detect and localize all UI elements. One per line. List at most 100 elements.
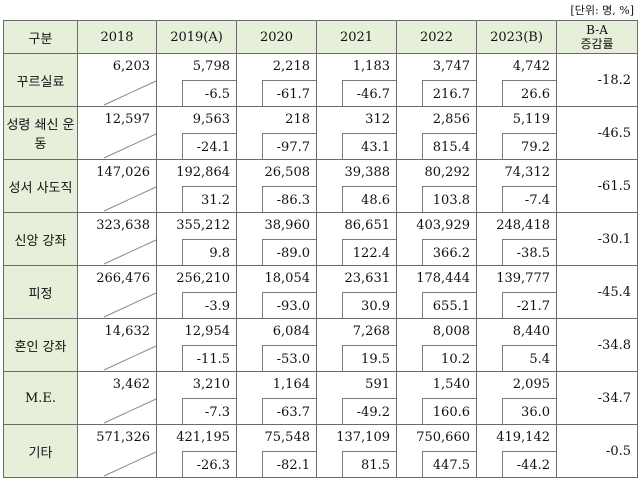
table-row: 성서 사도직 147,026 192,864 31.2 26,508 -86.3 39,38…: [3, 159, 638, 213]
rate-box: [262, 345, 316, 371]
count-value: 421,195: [176, 430, 230, 445]
value-cell: 2,095 36.0: [476, 371, 557, 425]
change-rate-value: -86.3: [276, 193, 310, 208]
value-cell: 8,440 5.4: [476, 318, 557, 372]
change-rate-value: -93.0: [276, 299, 310, 314]
value-cell: 39,388 48.6: [316, 159, 397, 213]
count-value: 323,638: [96, 218, 150, 233]
count-value: 8,440: [512, 324, 550, 339]
slash-line: [103, 345, 157, 371]
count-value: 355,212: [176, 218, 230, 233]
rate-box: [422, 398, 476, 424]
slash-line: [103, 80, 157, 106]
table-row: 피정 266,476 256,210 -3.9 18,054 -93.0 23,631 30.…: [3, 265, 638, 319]
count-value: 256,210: [176, 271, 230, 286]
rate-box: [342, 398, 396, 424]
count-value: 178,444: [416, 271, 470, 286]
rate-box: [502, 239, 556, 265]
change-rate-value: 366.2: [432, 246, 470, 261]
value-cell: 421,195 -26.3: [156, 424, 237, 478]
rate-box: [502, 292, 556, 318]
change-rate-value: 5.4: [529, 352, 550, 367]
count-value: 12,954: [184, 324, 231, 339]
value-cell: 1,183 -46.7: [316, 53, 397, 107]
value-cell: 419,142 -44.2: [476, 424, 557, 478]
rate-box: [182, 345, 236, 371]
count-value: 248,418: [496, 218, 550, 233]
count-value: 266,476: [96, 271, 150, 286]
count-value: 14,632: [104, 324, 151, 339]
header-category: 구분: [3, 20, 78, 54]
change-rate-value: -97.7: [276, 140, 310, 155]
ba-rate-value: -34.8: [556, 318, 638, 372]
count-value: 1,183: [352, 59, 390, 74]
rate-box: [182, 133, 236, 159]
value-cell-2018: 3,462: [77, 371, 157, 425]
rate-box: [182, 239, 236, 265]
rate-box: [182, 398, 236, 424]
value-cell: 8,008 10.2: [396, 318, 477, 372]
rate-box: [342, 451, 396, 477]
diagonal-slash: [103, 80, 157, 106]
diagonal-slash: [103, 239, 157, 265]
count-value: 2,095: [512, 377, 550, 392]
change-rate-value: 26.6: [521, 87, 550, 102]
change-rate-value: -63.7: [276, 405, 310, 420]
header-year: 2018: [77, 20, 157, 54]
change-rate-value: -49.2: [356, 405, 390, 420]
value-cell: 5,798 -6.5: [156, 53, 237, 107]
header-year: 2023(B): [476, 20, 557, 54]
count-value: 5,798: [192, 59, 230, 74]
count-value: 403,929: [416, 218, 470, 233]
rate-box: [502, 133, 556, 159]
count-value: 1,164: [272, 377, 310, 392]
change-rate-value: -7.3: [204, 405, 230, 420]
change-rate-value: 79.2: [521, 140, 550, 155]
value-cell: 192,864 31.2: [156, 159, 237, 213]
ba-rate-value: -18.2: [556, 53, 638, 107]
value-cell: 591 -49.2: [316, 371, 397, 425]
change-rate-value: 10.2: [441, 352, 470, 367]
ba-rate-value: -34.7: [556, 371, 638, 425]
diagonal-slash: [103, 345, 157, 371]
change-rate-value: -89.0: [276, 246, 310, 261]
change-rate-value: 447.5: [432, 458, 470, 473]
count-value: 419,142: [496, 430, 550, 445]
change-rate-value: 31.2: [201, 193, 230, 208]
count-value: 12,597: [104, 112, 151, 127]
slash-line: [103, 133, 157, 159]
change-rate-value: 216.7: [432, 87, 470, 102]
count-value: 137,109: [336, 430, 390, 445]
count-value: 218: [285, 112, 310, 127]
change-rate-value: -21.7: [516, 299, 550, 314]
value-cell: 137,109 81.5: [316, 424, 397, 478]
count-value: 139,777: [496, 271, 550, 286]
ba-rate-value: -61.5: [556, 159, 638, 213]
header-year: 2019(A): [156, 20, 237, 54]
change-rate-value: -46.7: [356, 87, 390, 102]
rate-box: [262, 186, 316, 212]
count-value: 192,864: [176, 165, 230, 180]
count-value: 1,540: [432, 377, 470, 392]
value-cell-2018: 147,026: [77, 159, 157, 213]
diagonal-slash: [103, 292, 157, 318]
value-cell: 38,960 -89.0: [236, 212, 317, 266]
change-rate-value: 81.5: [361, 458, 390, 473]
rate-box: [262, 80, 316, 106]
rate-box: [502, 345, 556, 371]
header-ba-line1: B-A: [586, 23, 608, 37]
change-rate-value: -11.5: [196, 352, 230, 367]
value-cell: 26,508 -86.3: [236, 159, 317, 213]
value-cell: 80,292 103.8: [396, 159, 477, 213]
unit-note: [단위: 명, %]: [570, 4, 634, 17]
count-value: 86,651: [344, 218, 391, 233]
rate-box: [502, 186, 556, 212]
value-cell: 2,218 -61.7: [236, 53, 317, 107]
count-value: 75,548: [264, 430, 311, 445]
value-cell: 18,054 -93.0: [236, 265, 317, 319]
value-cell: 218 -97.7: [236, 106, 317, 160]
count-value: 147,026: [96, 165, 150, 180]
change-rate-value: -26.3: [196, 458, 230, 473]
value-cell: 355,212 9.8: [156, 212, 237, 266]
ba-rate-value: -46.5: [556, 106, 638, 160]
